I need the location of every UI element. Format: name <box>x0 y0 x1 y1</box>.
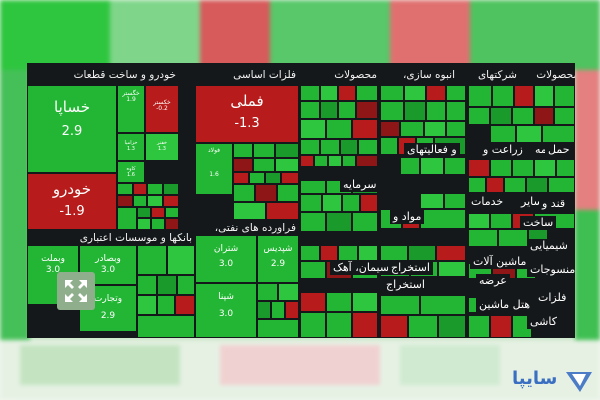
label-estekhraj2: استخراج <box>388 261 433 275</box>
label-mashin: ماشین آلات <box>470 255 530 269</box>
label-kashi: کاشی <box>527 315 560 329</box>
section-header: فلزات اساسی <box>233 69 296 81</box>
logo-text: سایپا <box>512 368 558 389</box>
collapse-arrows-icon[interactable] <box>57 272 95 310</box>
tile-shepdis[interactable]: شپدیس 2.9 <box>257 235 299 283</box>
tile-khegostar[interactable]: خگستر 1.9 <box>117 85 145 133</box>
section-header: بانکها و موسسات اعتباری <box>79 232 192 244</box>
label-sakht: ساخت <box>520 216 557 230</box>
label-shimi: شیمیایی <box>527 239 571 253</box>
label-sayer: سایر <box>518 195 546 209</box>
saipa-logo-icon: سایپا <box>510 366 592 396</box>
faravarde-small-tiles <box>257 283 299 338</box>
tile-shepna[interactable]: شپنا 3.0 <box>195 283 257 338</box>
tile-khahro[interactable]: خفنر 1.3 <box>145 133 179 161</box>
tile-shatran[interactable]: شتران 3.0 <box>195 235 257 283</box>
section-faravarde: فراورده های نفتی، شتران 3.0 شپدیس 2.9 شپ… <box>195 221 299 338</box>
section-header-anbooh: انبوه سازی، <box>403 69 455 81</box>
section-felezat: فلزات اساسی فملی -1.3 فولاد 1.6 <box>195 68 299 220</box>
treemap: خودرو و ساخت قطعات خساپا 2.9 خودرو -1.9 … <box>27 63 575 338</box>
section-header-sherkat: شرکتهای <box>477 69 517 81</box>
tile-khodro[interactable]: خودرو -1.9 <box>27 173 117 230</box>
label-qand: قند و <box>539 197 569 211</box>
tile-khakestar[interactable]: خکستر -0.2 <box>145 85 179 133</box>
section-header: خودرو و ساخت قطعات <box>73 69 176 81</box>
label-nasaji: منسوجات <box>527 263 575 277</box>
label-siman: سیمان، آهک <box>330 261 393 275</box>
label-sarmaye: سرمایه <box>340 178 380 192</box>
label-felezat2: فلزات <box>535 291 570 305</box>
label-khadamat: خدمات <box>468 195 507 209</box>
label-hotel: هتل ماشین <box>476 298 534 312</box>
khodro-small-tiles <box>117 183 179 230</box>
right-mosaic <box>300 85 575 338</box>
section-right-region: محصولات انبوه سازی، شرکتهای محصولات <box>300 68 575 338</box>
tile-foolad[interactable]: فولاد 1.6 <box>195 143 233 195</box>
label-mavad: مواد و <box>390 210 425 224</box>
tile-khzamia[interactable]: خزامیا 1.3 <box>117 133 145 161</box>
tile-kave[interactable]: کاوه 1.6 <box>117 161 145 183</box>
label-estekhraj1: استخراج <box>383 278 428 292</box>
felezat-small-tiles <box>233 143 299 220</box>
section-banks: بانکها و موسسات اعتباری وبملت 3.0 وبصادر… <box>27 231 195 338</box>
section-header-mahsoolat2: محصولات <box>536 69 575 81</box>
section-header-mahsoolat1: محصولات <box>334 69 377 81</box>
label-zeraat: زراعت و <box>480 143 526 157</box>
label-ezafe: عرضه <box>476 274 510 288</box>
section-khodro: خودرو و ساخت قطعات خساپا 2.9 خودرو -1.9 … <box>27 68 179 230</box>
tile-khapa[interactable]: خساپا 2.9 <box>27 85 117 173</box>
label-haml: حمل <box>545 143 573 157</box>
section-header: فراورده های نفتی، <box>214 222 296 234</box>
banks-small-tiles <box>137 245 195 338</box>
tile-fameli[interactable]: فملی -1.3 <box>195 85 299 143</box>
label-faaliat: و فعالیتهای <box>404 143 460 157</box>
